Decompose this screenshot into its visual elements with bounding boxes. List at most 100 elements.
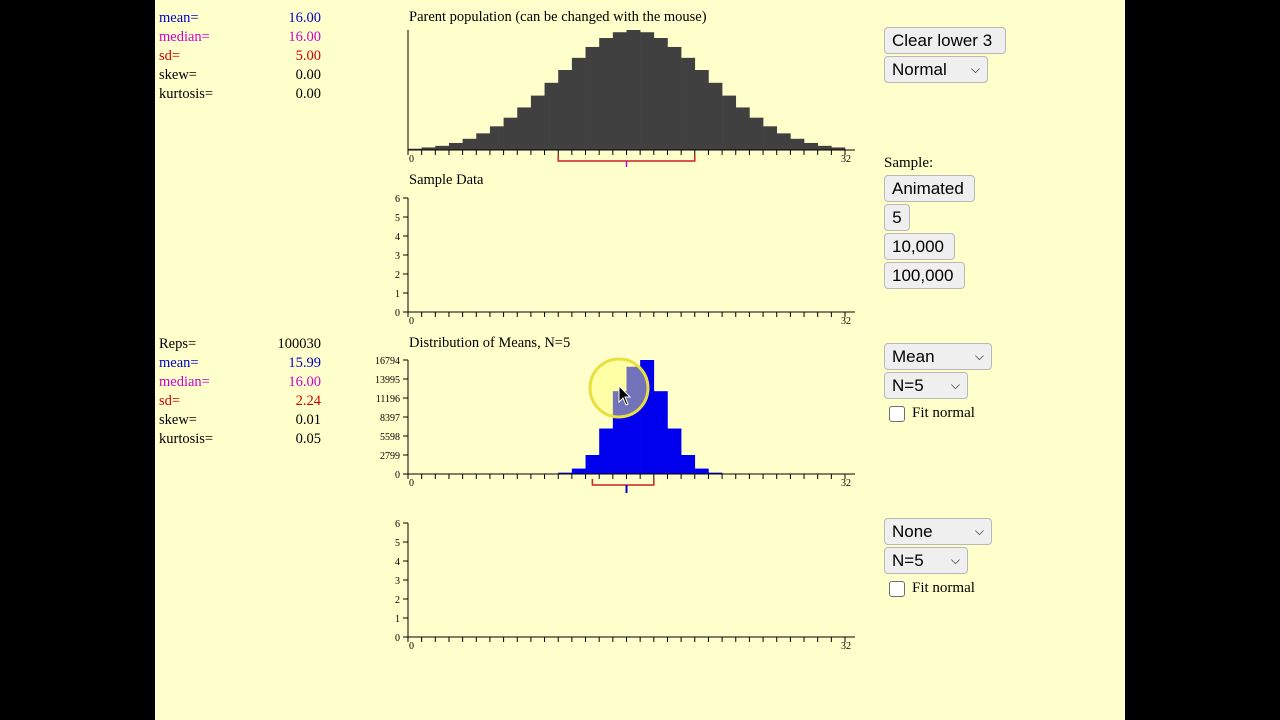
stat-value: 5.00 (295, 48, 321, 64)
statistic-select[interactable]: Mean ⌵ (884, 343, 992, 370)
means-bar (667, 428, 682, 474)
means-distribution-chart: 0 2799 5598 8397 11196 13995 16794 0 32 (375, 356, 855, 493)
stat-value: 0.05 (295, 431, 321, 447)
parent-bar (435, 145, 450, 150)
parent-bar (448, 142, 463, 150)
sample-5-button[interactable]: 5 (884, 204, 910, 231)
distribution-select-value: Normal (892, 59, 947, 79)
means-bar (571, 468, 586, 474)
clear-lower-3-button[interactable]: Clear lower 3 (884, 27, 1006, 54)
parent-stats: mean= 16.00 median= 16.00 sd= 5.00 skew= 0.00 ku… (159, 9, 321, 104)
stat-row: kurtosis= 0.00 (159, 85, 321, 104)
stat-value: 2.24 (295, 393, 321, 409)
stat-row: sd= 2.24 (159, 392, 321, 411)
parent-bar (585, 46, 600, 150)
sample-100000-label: 100,000 (892, 265, 954, 285)
n-select-2-value: N=5 (892, 550, 924, 570)
parent-bar (722, 95, 737, 150)
statistic-select-2[interactable]: None ⌵ (884, 518, 992, 545)
parent-bar (681, 57, 696, 151)
app-background: mean= 16.00 median= 16.00 sd= 5.00 skew= 0.00 ku… (155, 0, 1125, 720)
stat-row: skew= 0.00 (159, 66, 321, 85)
means-title: Distribution of Means, N=5 (409, 335, 571, 351)
parent-bar (735, 107, 750, 150)
parent-bar (694, 70, 709, 150)
stat-label: sd= (159, 393, 181, 409)
sample-100000-button[interactable]: 100,000 (884, 262, 965, 289)
stat-row: mean= 15.99 (159, 354, 321, 373)
x-tick-label: 32 (841, 154, 851, 165)
means-bar (558, 472, 573, 474)
parent-bar (612, 32, 627, 150)
sd-bracket (591, 479, 655, 486)
parent-bar (831, 147, 846, 150)
x-tick-label: 32 (841, 478, 851, 489)
sd-bracket (557, 155, 696, 162)
fit-normal-checkbox-2[interactable]: Fit normal (889, 580, 975, 597)
y-tick-label: 8397 (380, 413, 400, 424)
parent-bar (790, 138, 805, 150)
stat-value: 0.01 (295, 412, 321, 428)
parent-bar (517, 107, 532, 150)
means-bar (585, 454, 600, 474)
statistic-select-2-value: None (892, 521, 933, 541)
animated-label: Animated (892, 178, 964, 198)
stat-label: kurtosis= (159, 86, 214, 102)
n-select-value: N=5 (892, 375, 924, 395)
y-tick-label: 5 (395, 213, 400, 224)
y-tick-label: 4 (395, 232, 400, 243)
means-bar (599, 428, 614, 474)
parent-bar (408, 148, 422, 150)
fit-normal-checkbox[interactable]: Fit normal (889, 405, 975, 422)
parent-bar (599, 38, 614, 150)
parent-bar (763, 126, 778, 150)
stat-label: mean= (159, 10, 199, 26)
parent-bar (667, 46, 682, 150)
y-tick-label: 13995 (375, 375, 400, 386)
n-select-2[interactable]: N=5 ⌵ (884, 547, 968, 574)
sample-data-chart: 0 1 2 3 4 5 6 0 32 (395, 194, 855, 327)
parent-title: Parent population (can be changed with t… (409, 9, 707, 25)
bottom-distribution-chart: 0 1 2 3 4 5 6 0 32 (395, 519, 855, 652)
x-tick-label: 32 (841, 641, 851, 652)
distribution-select[interactable]: Normal ⌵ (884, 56, 988, 83)
parent-bar (530, 95, 545, 150)
y-tick-label: 5 (395, 538, 400, 549)
chevron-down-icon: ⌵ (974, 524, 984, 538)
stat-label: skew= (159, 412, 197, 428)
stat-value: 16.00 (288, 374, 321, 390)
stat-value: 16.00 (288, 10, 321, 26)
parent-bar (749, 117, 764, 150)
chevron-down-icon: ⌵ (970, 62, 980, 76)
y-tick-label: 3 (395, 251, 400, 262)
parent-bar (489, 126, 504, 150)
y-tick-label: 6 (395, 194, 400, 205)
means-stats: Reps= 100030 mean= 15.99 median= 16.00 sd= 2.24… (159, 335, 321, 449)
parent-bar (421, 147, 436, 150)
y-tick-label: 2799 (380, 451, 400, 462)
checkbox-box-2[interactable] (889, 580, 905, 597)
y-tick-label: 11196 (376, 394, 400, 405)
stat-row: skew= 0.01 (159, 411, 321, 430)
statistic-select-value: Mean (892, 346, 935, 366)
x-tick-label: 0 (409, 478, 414, 489)
parent-bar (503, 117, 518, 150)
n-select[interactable]: N=5 ⌵ (884, 372, 968, 399)
parent-population-chart[interactable]: 0 32 (365, 25, 865, 170)
stat-row: mean= 16.00 (159, 9, 321, 28)
sample-10000-label: 10,000 (892, 236, 944, 256)
means-bar (626, 366, 641, 474)
parent-bar (571, 57, 586, 151)
stat-row: median= 16.00 (159, 28, 321, 47)
animated-button[interactable]: Animated (884, 175, 975, 202)
y-tick-label: 4 (395, 557, 400, 568)
chevron-down-icon: ⌵ (950, 378, 960, 392)
sample-10000-button[interactable]: 10,000 (884, 233, 955, 260)
parent-bar (708, 82, 723, 150)
stat-row: median= 16.00 (159, 373, 321, 392)
checkbox-box[interactable] (889, 405, 905, 422)
stat-label: skew= (159, 67, 197, 83)
clear-lower-3-label: Clear lower 3 (892, 30, 993, 50)
fit-normal-label: Fit normal (912, 405, 975, 421)
stat-label: mean= (159, 355, 199, 371)
